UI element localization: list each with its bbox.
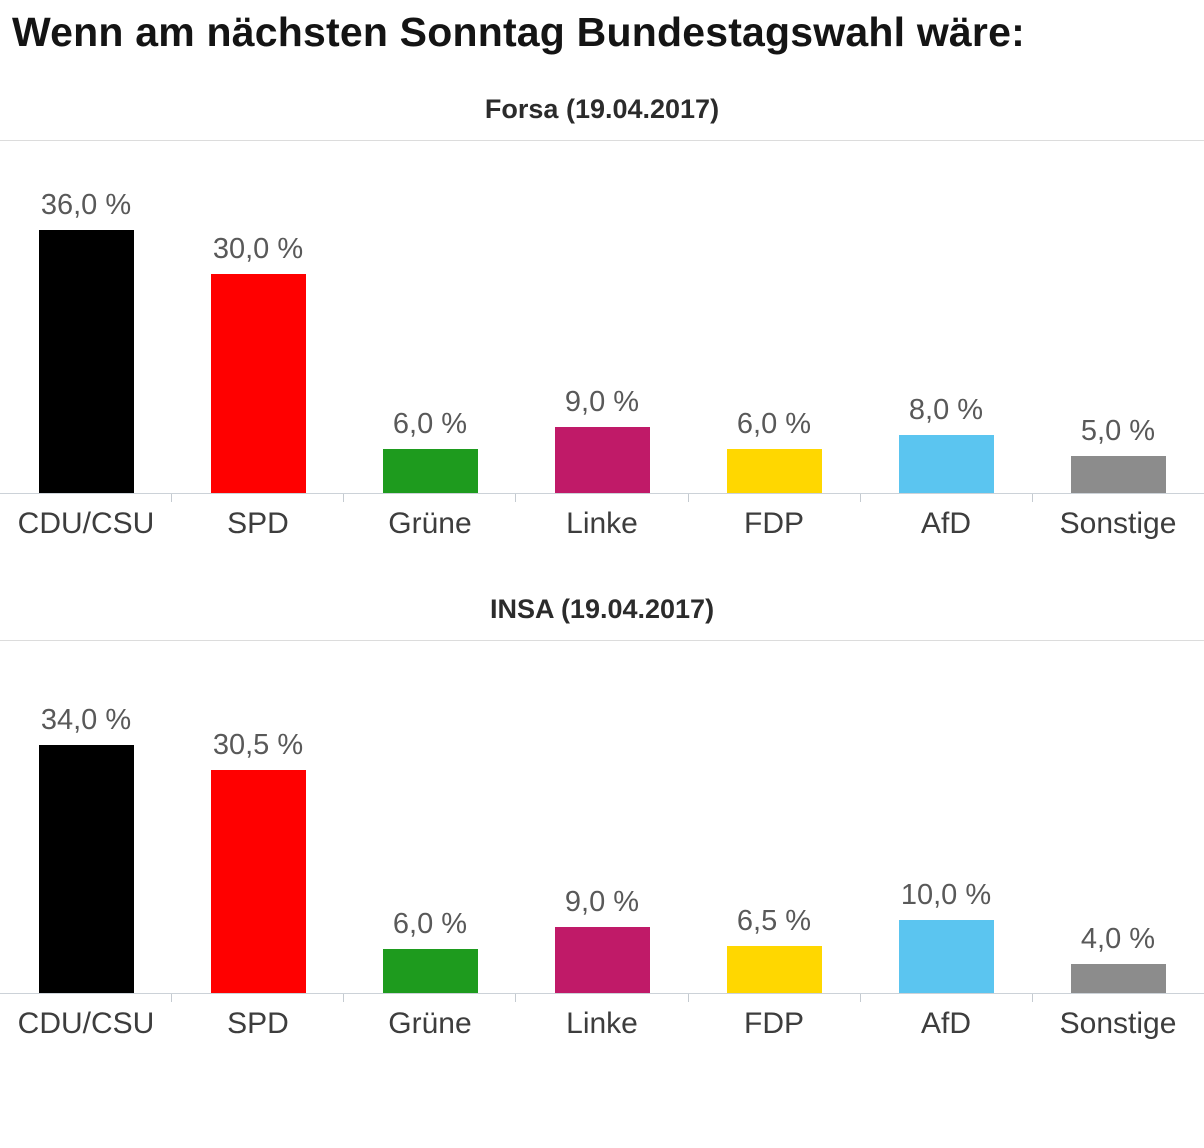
chart-title: INSA (19.04.2017) (489, 593, 715, 624)
axis-tick (1033, 994, 1204, 1002)
bar-value-label: 30,0 % (212, 232, 304, 265)
bar (382, 448, 478, 493)
axis-tick (516, 493, 689, 502)
category-label: Sonstige (1059, 506, 1177, 540)
x-axis-ticks (0, 493, 1204, 502)
axis-tick (0, 993, 173, 1002)
chart-title: Forsa (19.04.2017) (484, 94, 720, 125)
category-label: AfD (920, 506, 971, 540)
category-label: Grüne (388, 506, 472, 540)
axis-tick (689, 493, 861, 502)
bar (210, 769, 306, 993)
category-label: SPD (227, 1006, 289, 1040)
bar-column: 9,0 % (516, 386, 688, 493)
bar-column: 30,0 % (172, 233, 344, 493)
bar (898, 434, 994, 493)
axis-tick (1033, 494, 1204, 502)
category-label: SPD (227, 506, 289, 540)
bar-value-label: 6,0 % (392, 407, 468, 440)
category-label: Linke (566, 1006, 638, 1040)
chart-insa: INSA (19.04.2017) 34,0 % 30,5 % 6,0 % 9,0 %… (0, 593, 1204, 1041)
axis-tick (861, 493, 1033, 502)
bar-column: 6,0 % (344, 408, 516, 493)
axis-tick (172, 493, 345, 502)
bar-value-label: 30,5 % (212, 728, 304, 761)
bar-value-label: 8,0 % (908, 393, 984, 426)
bar (1070, 455, 1166, 493)
category-label: FDP (744, 1006, 804, 1040)
bar-column: 6,0 % (344, 908, 516, 993)
bar-value-label: 10,0 % (900, 878, 992, 911)
bar-value-label: 9,0 % (564, 385, 640, 418)
bar-column: 5,0 % (1032, 415, 1204, 493)
axis-tick (172, 993, 345, 1002)
plot-area: 36,0 % 30,0 % 6,0 % 9,0 % 6,0 % 8,0 % 5,0 % (0, 141, 1204, 494)
axis-tick (516, 993, 689, 1002)
bar-value-label: 9,0 % (564, 885, 640, 918)
axis-tick (689, 993, 861, 1002)
bar-column: 34,0 % (0, 704, 172, 993)
chart-title-divider (0, 139, 1204, 141)
bar-column: 10,0 % (860, 879, 1032, 993)
chart-forsa: Forsa (19.04.2017) 36,0 % 30,0 % 6,0 % 9,0 … (0, 93, 1204, 541)
bar (726, 945, 822, 993)
bar-value-label: 6,5 % (736, 904, 812, 937)
bar-column: 8,0 % (860, 394, 1032, 493)
bar-value-label: 34,0 % (40, 703, 132, 736)
category-label: CDU/CSU (17, 506, 155, 540)
axis-tick (861, 993, 1033, 1002)
bar-column: 9,0 % (516, 886, 688, 993)
x-axis-category-labels: CDU/CSU SPD Grüne Linke FDP AfD Sonstige (0, 1007, 1204, 1041)
bar (554, 926, 650, 993)
bar (210, 273, 306, 493)
bar (1070, 963, 1166, 993)
bar-value-label: 36,0 % (40, 188, 132, 221)
category-label: Linke (566, 506, 638, 540)
bar-column: 6,5 % (688, 905, 860, 993)
bar (726, 448, 822, 493)
bar-value-label: 6,0 % (736, 407, 812, 440)
bar-column: 36,0 % (0, 189, 172, 493)
bar-column: 6,0 % (688, 408, 860, 493)
bar (38, 229, 134, 493)
category-label: CDU/CSU (17, 1006, 155, 1040)
bar-value-label: 6,0 % (392, 907, 468, 940)
plot-area: 34,0 % 30,5 % 6,0 % 9,0 % 6,5 % 10,0 % 4,0 % (0, 641, 1204, 994)
axis-tick (0, 493, 173, 502)
category-label: AfD (920, 1006, 971, 1040)
category-label: FDP (744, 506, 804, 540)
bar-value-label: 4,0 % (1080, 922, 1156, 955)
chart-title-divider (0, 639, 1204, 641)
bar (382, 948, 478, 993)
axis-tick (344, 493, 517, 502)
category-label: Grüne (388, 1006, 472, 1040)
x-axis-category-labels: CDU/CSU SPD Grüne Linke FDP AfD Sonstige (0, 507, 1204, 541)
bar (38, 744, 134, 993)
x-axis-ticks (0, 993, 1204, 1002)
bar (898, 919, 994, 993)
axis-tick (344, 993, 517, 1002)
category-label: Sonstige (1059, 1006, 1177, 1040)
page-title: Wenn am nächsten Sonntag Bundestagswahl … (12, 9, 1025, 55)
bar-value-label: 5,0 % (1080, 414, 1156, 447)
bar-column: 30,5 % (172, 729, 344, 993)
bar-column: 4,0 % (1032, 923, 1204, 993)
bar (554, 426, 650, 493)
